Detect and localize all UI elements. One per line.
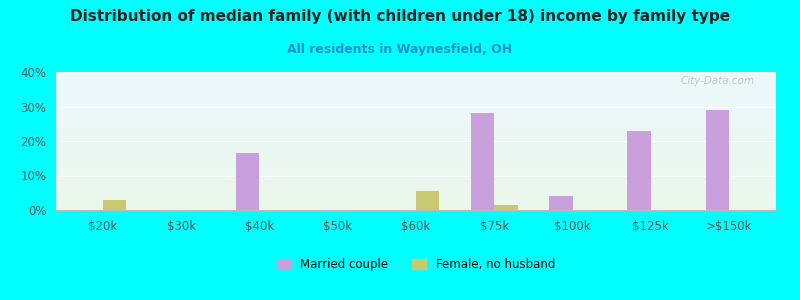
Legend: Married couple, Female, no husband: Married couple, Female, no husband [272,254,560,276]
Bar [470,113,494,210]
Bar [549,196,573,210]
Bar [627,130,650,210]
Bar [236,153,259,210]
Bar [706,110,729,210]
Bar [494,205,518,210]
Text: All residents in Waynesfield, OH: All residents in Waynesfield, OH [287,44,513,56]
Bar [103,200,126,210]
Text: City-Data.com: City-Data.com [680,76,754,86]
Text: Distribution of median family (with children under 18) income by family type: Distribution of median family (with chil… [70,9,730,24]
Bar [416,191,439,210]
